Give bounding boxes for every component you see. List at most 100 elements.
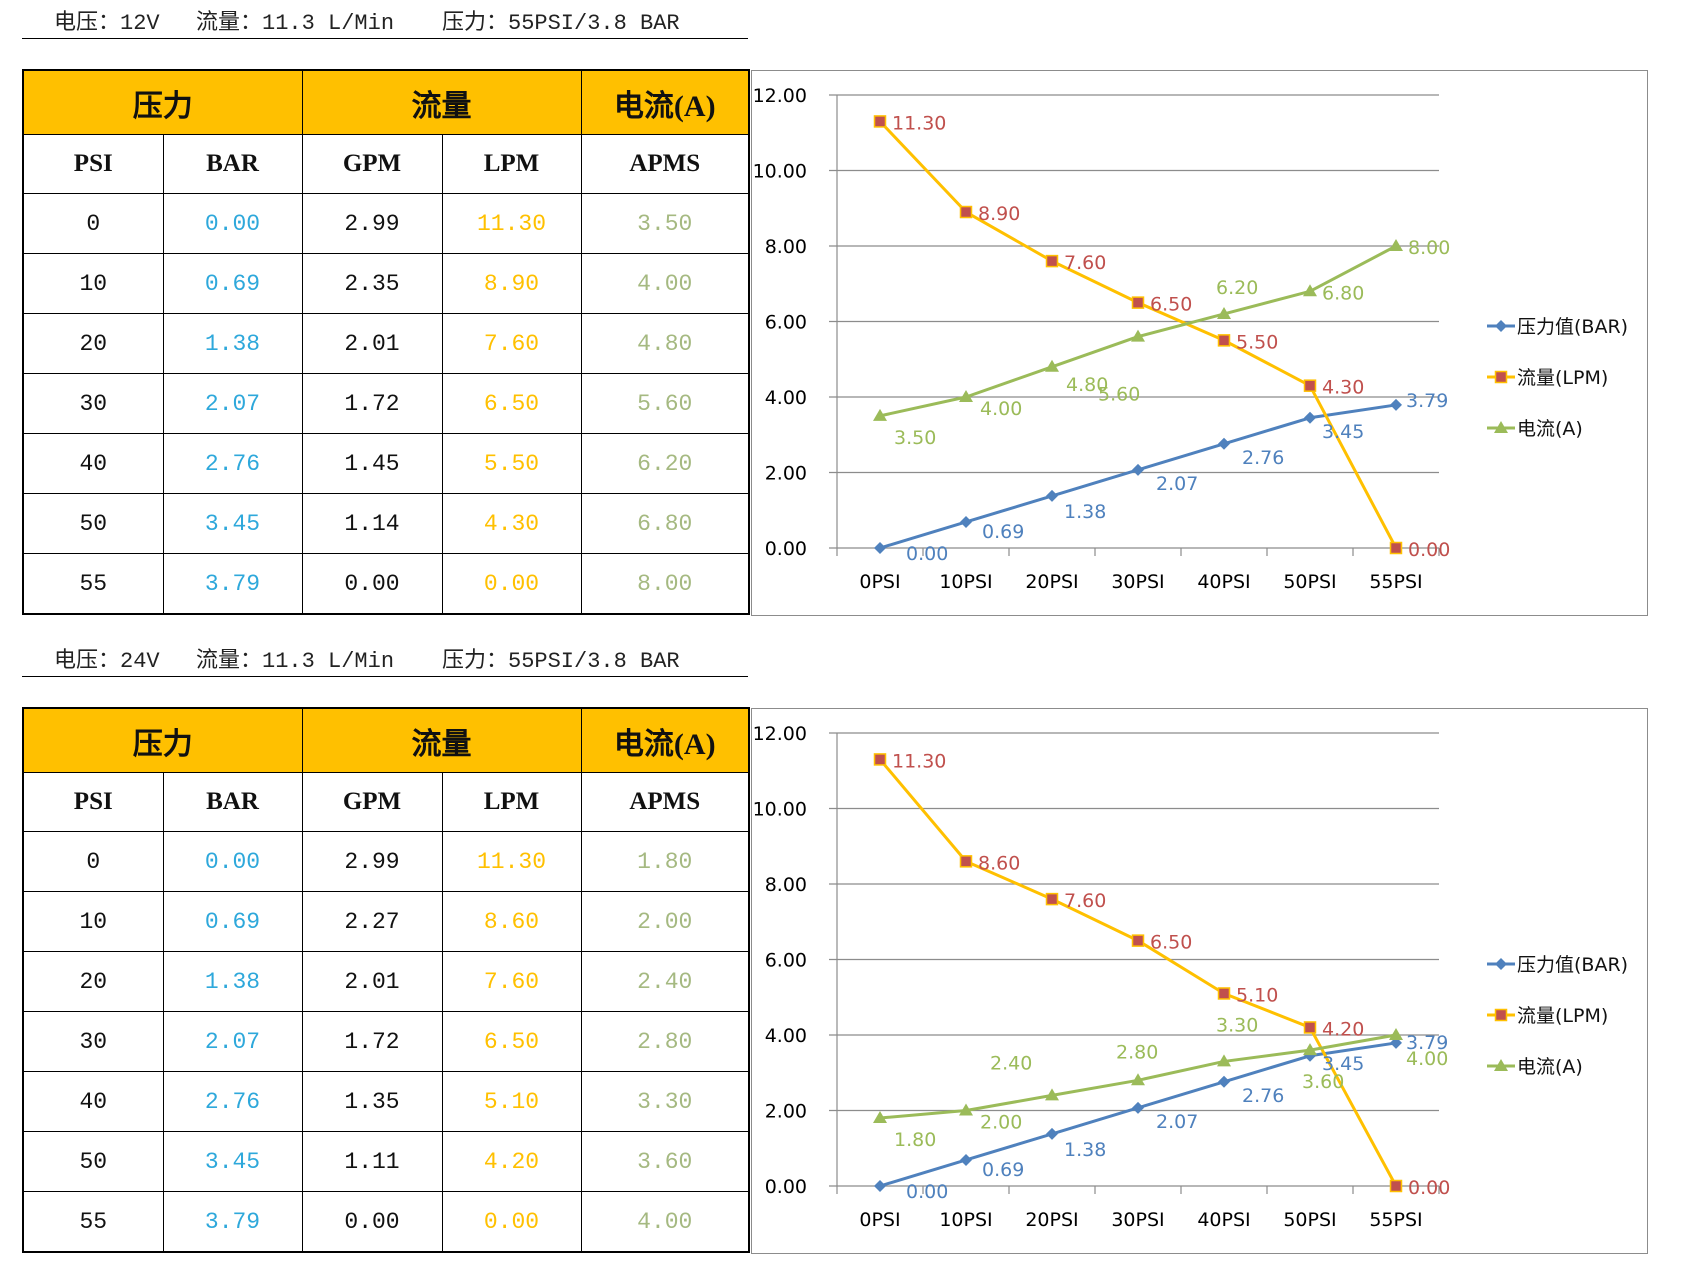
data-label-current: 3.30 [1216,1014,1258,1036]
cell-apms: 4.00 [580,253,750,314]
table-row: 20 1.38 2.01 7.60 2.40 [22,951,750,1012]
data-point-pressure [1218,437,1230,450]
cell-psi: 30 [22,1011,164,1072]
data-label-current: 2.80 [1116,1041,1158,1063]
data-label-current: 2.00 [980,1112,1022,1134]
x-tick-label: 40PSI [1197,1209,1250,1231]
x-tick-label: 50PSI [1283,571,1336,593]
cell-bar: 0.69 [162,891,303,952]
cell-gpm: 1.72 [301,373,443,434]
caption-pressure: 压力：55PSI/3.8 BAR [442,649,680,674]
data-point-current [873,408,887,421]
data-point-pressure [1046,489,1058,502]
legend-label-current: 电流(A) [1517,1056,1583,1078]
legend-label-flow: 流量(LPM) [1517,1005,1608,1027]
cell-psi: 40 [22,433,164,494]
column-header-gpm: GPM [301,772,443,832]
cell-psi: 40 [22,1071,164,1132]
data-label-flow: 6.50 [1150,932,1192,954]
data-label-flow: 0.00 [1408,1177,1450,1199]
x-tick-label: 10PSI [939,571,992,593]
y-tick-label: 6.00 [765,312,807,334]
table-row: 30 2.07 1.72 6.50 5.60 [22,373,750,434]
data-label-current: 4.80 [1066,374,1108,396]
data-label-pressure: 3.79 [1406,1032,1448,1054]
cell-apms: 4.00 [580,1191,750,1253]
cell-lpm: 6.50 [441,1011,582,1072]
data-label-flow: 4.30 [1322,377,1364,399]
group-header-current: 电流(A) [580,707,750,773]
spec-table-12v: 压力 流量 电流(A) PSI BAR GPM LPM APMS 0 0.00 2.… [22,69,750,615]
group-header-pressure: 压力 [22,69,303,135]
data-point-pressure [1046,1127,1058,1140]
column-header-apms: APMS [580,772,750,832]
column-header-row: PSI BAR GPM LPM APMS [22,134,750,194]
data-label-flow: 6.50 [1150,294,1192,316]
y-tick-label: 12.00 [753,85,807,107]
data-label-pressure: 3.45 [1322,1053,1364,1075]
y-tick-label: 10.00 [753,799,807,821]
data-label-pressure: 2.07 [1156,1111,1198,1133]
cell-bar: 0.69 [162,253,303,314]
data-point-flow [1303,379,1317,392]
data-label-flow: 5.10 [1236,984,1278,1006]
cell-lpm: 0.00 [441,553,582,615]
data-point-pressure [1304,411,1316,424]
group-header-row: 压力 流量 电流(A) [22,707,750,773]
y-tick-label: 0.00 [765,538,807,560]
column-header-apms: APMS [580,134,750,194]
cell-lpm: 7.60 [441,313,582,374]
column-header-bar: BAR [162,134,303,194]
cell-gpm: 2.27 [301,891,443,952]
cell-apms: 2.00 [580,891,750,952]
legend-marker-current [1494,1059,1508,1071]
table-row: 10 0.69 2.27 8.60 2.00 [22,891,750,952]
column-header-row: PSI BAR GPM LPM APMS [22,772,750,832]
data-point-pressure [1132,1101,1144,1114]
table-row: 40 2.76 1.45 5.50 6.20 [22,433,750,494]
data-point-flow [1217,987,1231,1000]
cell-bar: 3.79 [162,1191,303,1253]
cell-apms: 3.60 [580,1131,750,1192]
table-row: 10 0.69 2.35 8.90 4.00 [22,253,750,314]
legend-label-pressure: 压力值(BAR) [1517,954,1628,976]
data-point-flow [959,855,973,868]
spec-caption-12v: 电压：12V 流量：11.3 L/Min 压力：55PSI/3.8 BAR [22,8,748,39]
cell-psi: 50 [22,493,164,554]
data-point-current [1217,306,1231,319]
column-header-gpm: GPM [301,134,443,194]
cell-bar: 2.76 [162,433,303,494]
data-point-flow [873,753,887,766]
data-point-pressure [1132,463,1144,476]
data-point-flow [873,115,887,128]
y-tick-label: 8.00 [765,236,807,258]
data-point-current [1131,329,1145,342]
series-line-flow [878,758,1398,1187]
caption-voltage: 电压：24V [54,649,160,674]
chart-svg: 0.00 2.00 4.00 6.00 8.00 10.00 12.00 0PSI 10PSI 2… [753,723,1628,1231]
y-tick-label: 2.00 [765,1101,807,1123]
caption-flow: 流量：11.3 L/Min [196,649,395,674]
data-point-pressure [1304,1049,1316,1062]
data-label-pressure: 2.76 [1242,447,1284,469]
data-label-current: 4.00 [980,398,1022,420]
data-label-pressure: 1.38 [1064,501,1106,523]
cell-bar: 0.00 [162,831,303,892]
cell-gpm: 1.14 [301,493,443,554]
cell-gpm: 0.00 [301,553,443,615]
cell-lpm: 11.30 [441,831,582,892]
x-tick-label: 30PSI [1111,1209,1164,1231]
data-label-current: 5.60 [1098,384,1140,406]
data-label-pressure: 2.07 [1156,473,1198,495]
data-label-current: 4.00 [1406,1048,1448,1070]
x-tick-label: 30PSI [1111,571,1164,593]
cell-bar: 0.00 [162,193,303,254]
data-point-flow [1131,296,1145,309]
data-label-flow: 4.20 [1322,1018,1364,1040]
cell-apms: 4.80 [580,313,750,374]
column-header-psi: PSI [22,134,164,194]
series-line-pressure [879,403,1397,550]
series-flow [873,115,1403,555]
cell-lpm: 4.20 [441,1131,582,1192]
x-tick-label: 0PSI [859,571,900,593]
